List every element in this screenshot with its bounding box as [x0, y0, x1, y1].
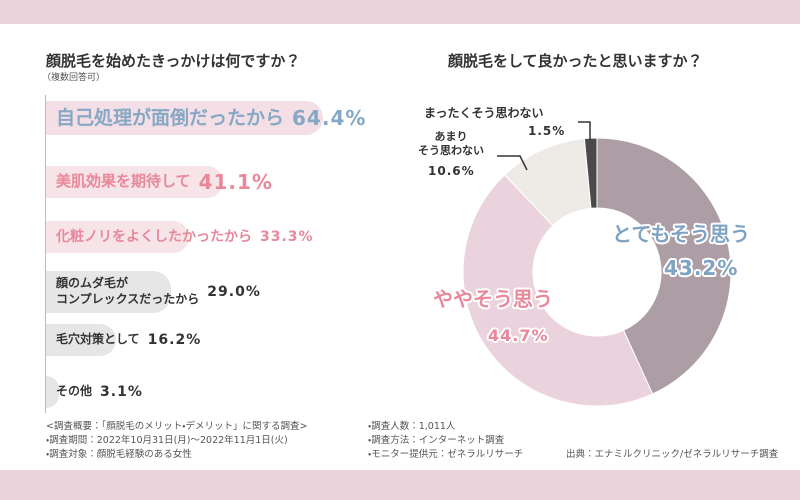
bar-row: 化粧ノリをよくしたかったから 33.3% [56, 217, 314, 257]
slice-value: 44.7% [488, 326, 549, 345]
category-label: その他 [56, 384, 93, 399]
bar-row: 美肌効果を期待して 41.1% [56, 162, 273, 202]
slice-label: とてもそう思う [612, 222, 750, 246]
bar [46, 324, 116, 356]
slice-label: ややそう思う [433, 287, 553, 311]
bar-row: 毛穴対策として 16.2% [56, 320, 201, 360]
category-label: 毛穴対策として [56, 332, 140, 347]
bar [46, 376, 60, 408]
bar [46, 101, 323, 135]
note-line: ・調査方法：インターネット調査 [368, 435, 505, 446]
note-line: ・調査期間：2022年10月31日(月)〜2022年11月1日(火) [46, 435, 288, 446]
note-line: ・モニター提供元：ゼネラルリサーチ [368, 449, 524, 460]
notes-left: <調査概要：「顔脱毛のメリット・デメリット」に関する調査> ・調査期間：2022年… [46, 420, 307, 462]
value-label: 16.2% [147, 332, 202, 348]
value-label: 3.1% [100, 384, 143, 400]
axis-line [45, 95, 46, 413]
note-line: ・調査対象：顔脱毛経験のある女性 [46, 449, 192, 460]
leader-line [497, 155, 528, 171]
note-line: ・調査人数：1,011人 [368, 421, 456, 432]
chart-title: 顔脱毛を始めたきっかけは何ですか？ [46, 52, 301, 70]
slice-value: 1.5% [528, 124, 566, 138]
chart-subtitle: （複数回答可） [42, 73, 106, 83]
bottom-band [0, 470, 800, 500]
donut-slice [596, 137, 732, 395]
note-line: <調査概要：「顔脱毛のメリット・デメリット」に関する調査> [46, 421, 308, 432]
slice-label: あまり そう思わない [418, 130, 484, 157]
category-label: 化粧ノリをよくしたかったから [56, 228, 252, 245]
leader-line [578, 121, 591, 140]
category-label: 自己処理が面倒だったから [56, 106, 285, 129]
category-label: 美肌効果を期待して [56, 172, 191, 191]
bar [46, 221, 190, 253]
chart-title: 顔脱毛をして良かったと思いますか？ [448, 52, 703, 70]
value-label: 41.1% [198, 170, 273, 194]
source: 出典：エナミルクリニック/ゼネラルリサーチ調査 [566, 449, 779, 460]
bar [46, 166, 223, 198]
slice-value: 10.6% [428, 164, 475, 178]
category-label: 顔のムダ毛が コンプレックスだったから [56, 276, 200, 306]
donut-slice [583, 137, 598, 209]
bar [46, 271, 171, 313]
top-band [0, 0, 800, 24]
bar-row: 自己処理が面倒だったから 64.4% [56, 98, 366, 138]
bar-row: 顔のムダ毛が コンプレックスだったから 29.0% [56, 272, 261, 312]
value-label: 29.0% [207, 284, 261, 300]
bar-row: その他 3.1% [56, 372, 143, 412]
value-label: 64.4% [292, 106, 367, 130]
slice-value: 43.2% [664, 256, 739, 280]
notes-right: ・調査人数：1,011人・調査方法：インターネット調査・モニター提供元：ゼネラル… [368, 420, 523, 462]
donut-slice [462, 174, 654, 407]
value-label: 33.3% [260, 229, 314, 245]
slice-label: まったくそう思わない [424, 106, 544, 120]
